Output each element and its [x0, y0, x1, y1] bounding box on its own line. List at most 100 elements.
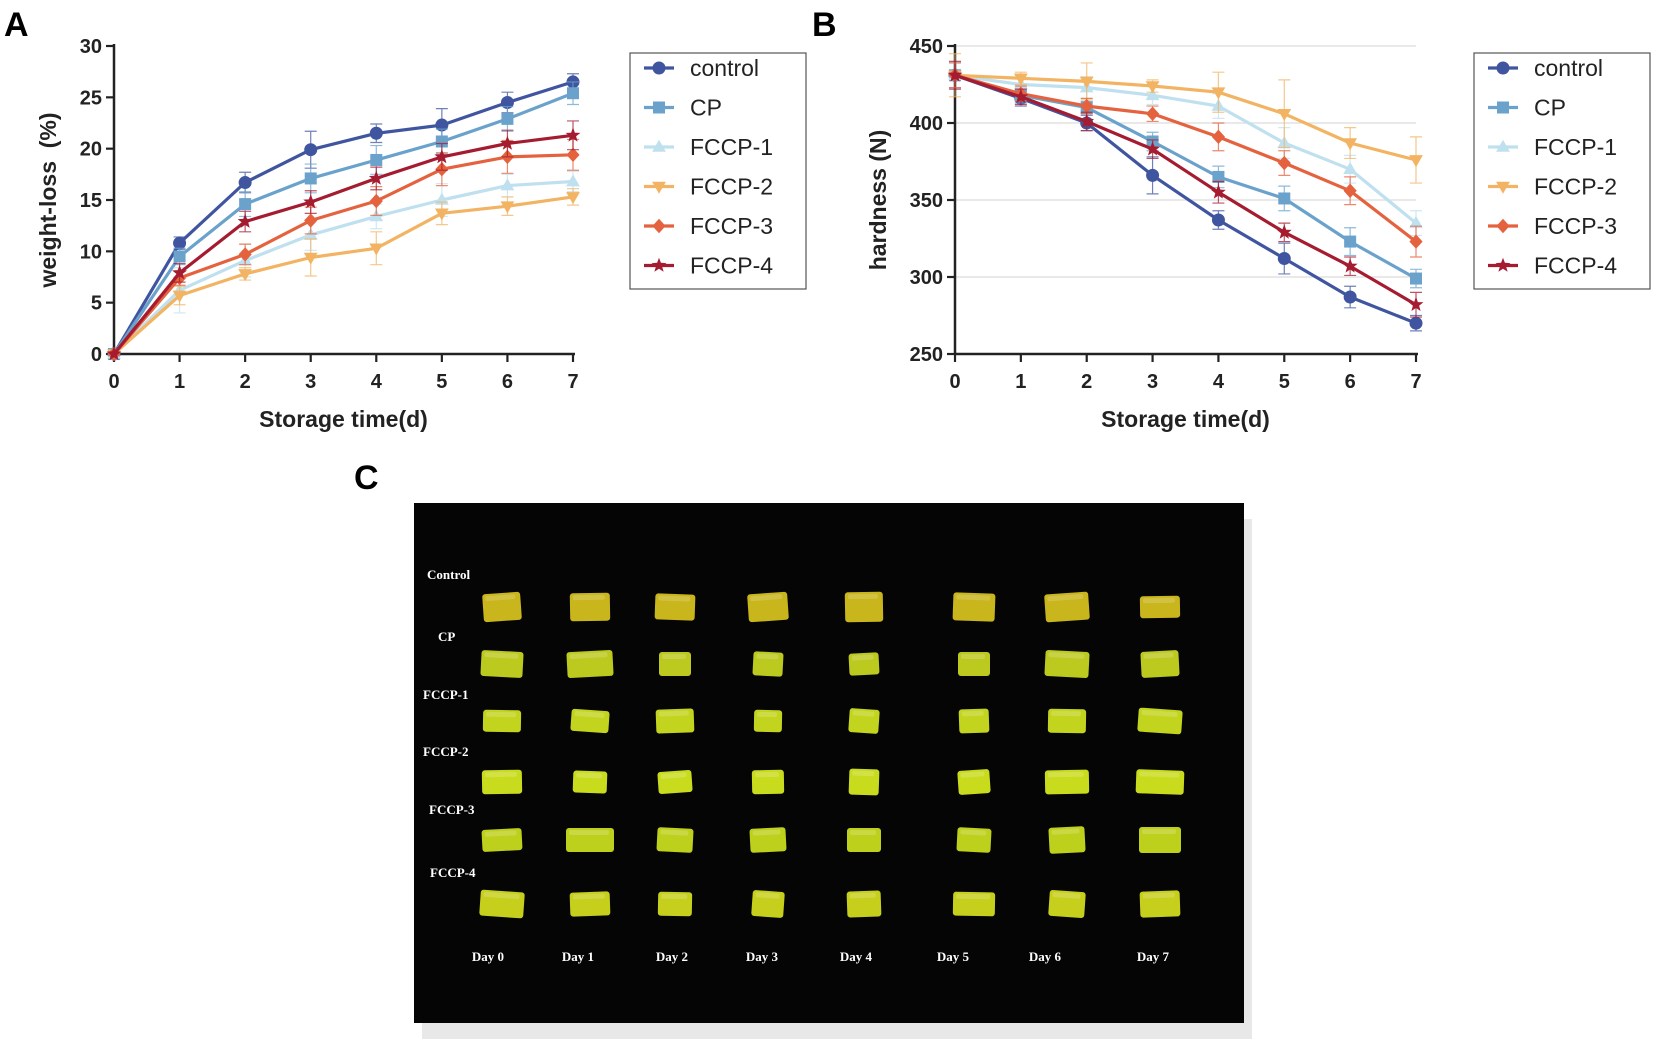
y-axis-title: hardness (N) [865, 130, 891, 271]
data-point [1145, 81, 1160, 94]
fruit-sample [657, 891, 693, 917]
fruit-highlight [1142, 829, 1176, 834]
x-tick-label: 6 [1345, 371, 1356, 393]
data-point [1409, 234, 1423, 249]
fruit-sample [958, 708, 990, 734]
fruit-sample [1135, 769, 1185, 795]
fruit-highlight [852, 710, 875, 717]
fruit-highlight [658, 595, 691, 602]
fruit-highlight [960, 771, 985, 778]
legend-item-fccp-4: FCCP-4 [1488, 253, 1617, 279]
legend-swatch-marker [653, 101, 665, 114]
fruit-highlight [661, 893, 688, 900]
data-point [1342, 258, 1358, 273]
data-point [1409, 155, 1423, 168]
data-point [500, 178, 515, 191]
panel-label-c: C [354, 459, 379, 497]
fruit-sample [749, 827, 787, 853]
data-point [172, 265, 187, 280]
series-line [112, 153, 574, 356]
x-tick-label: 0 [108, 371, 119, 393]
fruit-highlight [576, 772, 603, 779]
legend-item-control: control [644, 55, 759, 81]
data-point [1343, 290, 1357, 304]
x-tick-label: 2 [1081, 371, 1092, 393]
x-tick-label: 4 [1213, 371, 1225, 393]
fruit-sample [1140, 650, 1180, 678]
fruit-sample [848, 652, 880, 676]
legend-swatch-marker [1496, 181, 1510, 194]
photo-row-label: FCCP-1 [423, 687, 469, 702]
fruit-highlight [750, 594, 783, 602]
photo-row-label: FCCP-4 [430, 865, 476, 880]
data-point [1277, 155, 1291, 171]
fruit-sample [751, 890, 785, 918]
data-point [435, 135, 448, 148]
legend-swatch-marker [652, 61, 666, 75]
fruit-highlight [484, 652, 519, 659]
series-fccp-2 [107, 188, 580, 362]
panel-label-a: A [4, 6, 29, 44]
fruit-highlight [752, 829, 781, 836]
legend-label: CP [690, 95, 722, 121]
y-tick-label: 400 [910, 113, 943, 135]
data-point [1211, 184, 1226, 199]
legend-label: control [690, 55, 759, 81]
data-point [1145, 141, 1160, 156]
legend-swatch-marker [1496, 139, 1510, 152]
legend-box [629, 52, 807, 290]
y-tick-label: 20 [80, 139, 102, 161]
fruit-highlight [961, 710, 984, 717]
photo-day-label: Day 1 [562, 949, 594, 964]
fruit-sample [751, 769, 785, 795]
data-point [369, 126, 383, 140]
photo-row-label: CP [438, 629, 455, 644]
data-point [238, 176, 252, 190]
data-point [1278, 192, 1291, 205]
data-point [368, 170, 384, 185]
y-tick-label: 300 [910, 267, 943, 289]
data-point [238, 269, 253, 282]
series-line [954, 73, 1417, 243]
data-point [1145, 106, 1160, 121]
fruit-highlight [755, 892, 780, 899]
legend-label: FCCP-4 [690, 253, 773, 279]
data-point [1276, 224, 1292, 239]
fruit-photo-panel: Control CP FCCP-1 FCCP-2 FCCP-3 FCCP-4 Day 0 Da… [414, 503, 1252, 1039]
legend-item-fccp-2: FCCP-2 [644, 174, 773, 200]
fruit-sample [481, 769, 523, 795]
photo-row-label: FCCP-3 [429, 802, 475, 817]
legend-label: CP [1534, 95, 1566, 121]
data-point [304, 213, 318, 228]
fruit-highlight [1047, 593, 1084, 602]
fruit-sample [572, 770, 608, 794]
fruit-highlight [572, 594, 605, 601]
data-point [1212, 170, 1225, 183]
y-tick-label: 30 [80, 36, 102, 58]
fruit-highlight [757, 711, 778, 718]
fruit-sample [659, 652, 691, 676]
fruit-highlight [1047, 771, 1084, 778]
data-point [500, 135, 515, 150]
fruit-highlight [1142, 597, 1175, 604]
legend-label: FCCP-2 [690, 174, 773, 200]
data-point [500, 201, 515, 214]
data-point [369, 243, 384, 256]
x-tick-label: 7 [1410, 371, 1421, 393]
series-line [112, 195, 574, 356]
legend-item-fccp-3: FCCP-3 [1488, 213, 1617, 239]
fruit-sample [956, 827, 992, 853]
fruit-highlight [572, 893, 605, 900]
series-fccp-4 [106, 120, 581, 361]
data-point [434, 149, 450, 164]
data-point [172, 290, 187, 303]
fruit-highlight [956, 893, 991, 900]
data-point [303, 252, 318, 265]
fruit-highlight [1051, 710, 1082, 717]
series-line [954, 73, 1417, 307]
fruit-highlight [852, 770, 875, 777]
data-point [1343, 138, 1358, 151]
x-tick-label: 4 [371, 371, 383, 393]
fruit-highlight [850, 830, 876, 835]
y-tick-label: 25 [80, 87, 102, 109]
